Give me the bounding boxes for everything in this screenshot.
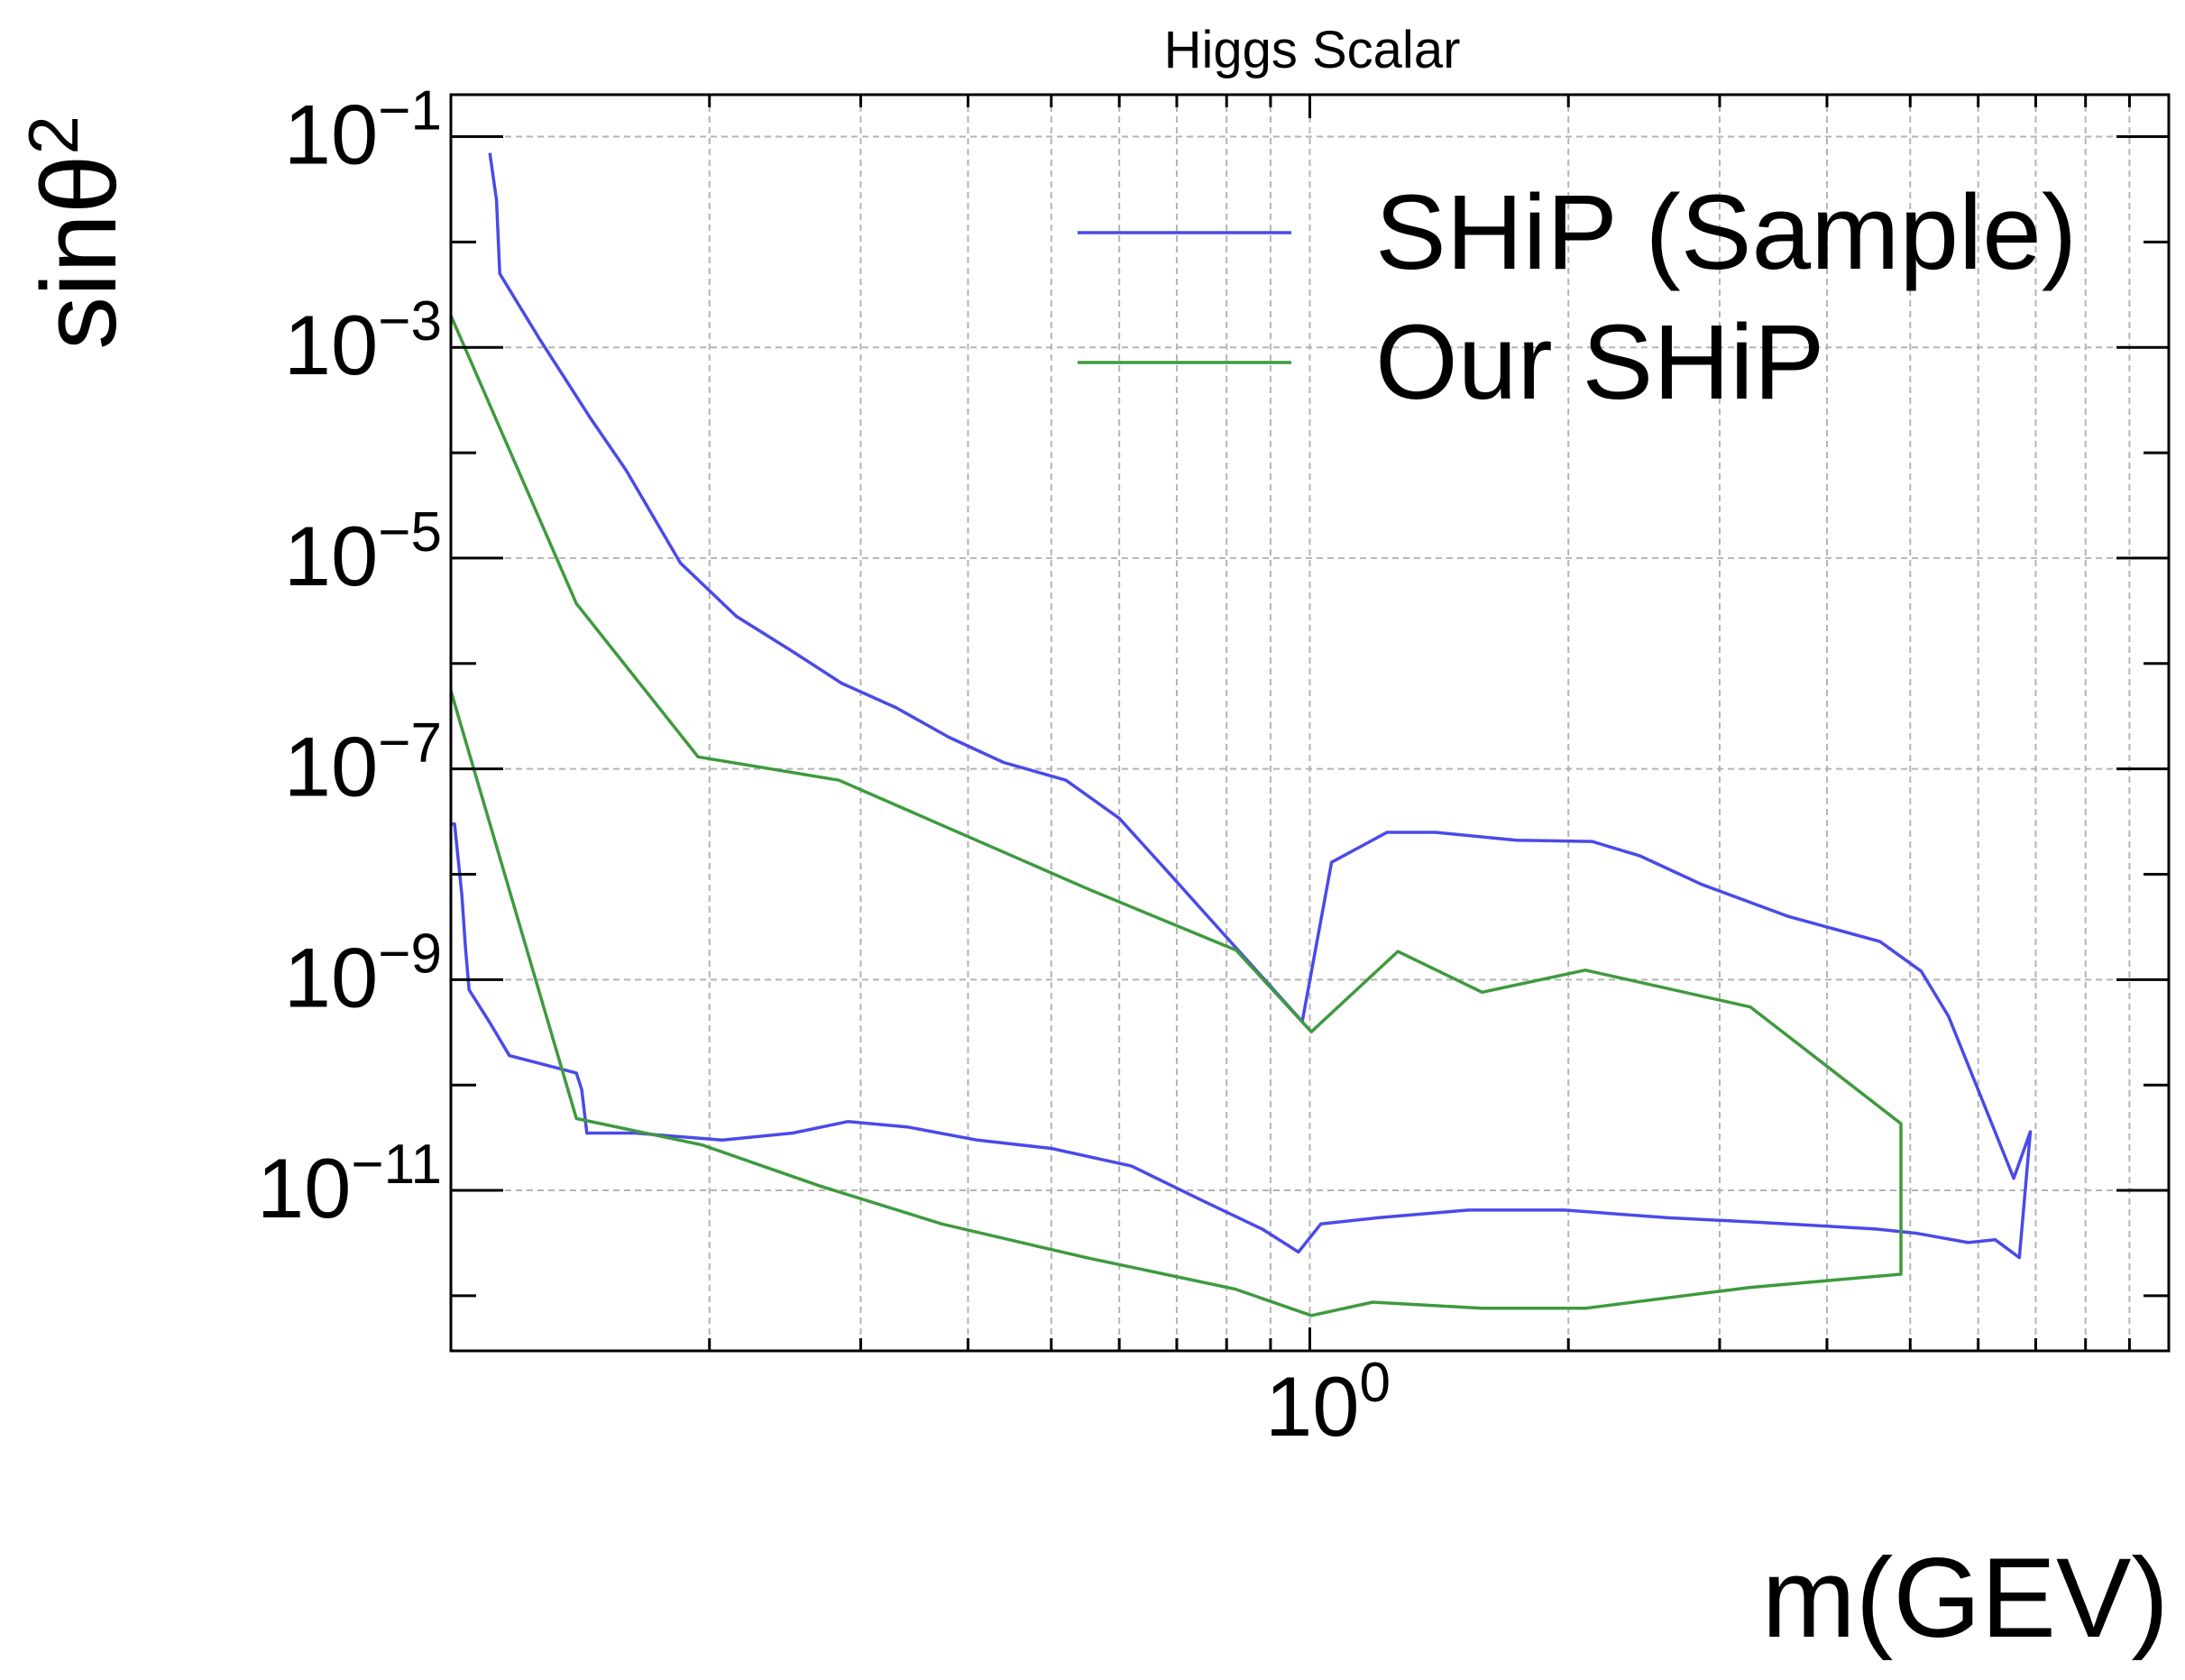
y-axis-label: sinθ2 — [14, 115, 139, 350]
series-layer — [449, 152, 2033, 1317]
y-axis-label-superscript: 2 — [14, 115, 93, 154]
series-line-our-ship — [449, 315, 1903, 1317]
y-tick-label-base: 10 — [284, 930, 379, 1024]
x-tick-label: 100 — [1265, 1352, 1391, 1454]
y-tick-label-exponent: −9 — [378, 923, 442, 985]
y-tick-label-exponent: −5 — [378, 501, 442, 564]
y-tick-label-base: 10 — [284, 87, 379, 182]
y-tick-label-base: 10 — [284, 509, 379, 603]
y-tick-label-exponent: −3 — [378, 290, 442, 353]
y-tick-label-base: 10 — [284, 298, 379, 392]
y-tick-label-base: 10 — [257, 1141, 352, 1235]
y-axis-label-base: sinθ — [20, 154, 139, 349]
y-tick-label: 10−9 — [284, 923, 442, 1024]
y-tick-label: 10−5 — [284, 501, 442, 603]
chart-title: Higgs Scalar — [1164, 21, 1461, 79]
x-tick-label-base: 10 — [1265, 1359, 1360, 1454]
axis-ticks — [449, 95, 2171, 1351]
y-tick-label-exponent: −11 — [351, 1134, 442, 1196]
y-tick-label: 10−11 — [257, 1134, 442, 1235]
y-tick-label-exponent: −1 — [378, 80, 442, 142]
y-tick-label: 10−3 — [284, 290, 442, 392]
legend: SHiP (Sample)Our SHiP — [1078, 173, 2077, 422]
y-tick-label: 10−7 — [284, 712, 442, 814]
y-tick-label: 10−1 — [284, 80, 442, 182]
x-axis-label: m(GEV) — [1762, 1536, 2169, 1661]
y-tick-label-exponent: −7 — [378, 712, 442, 775]
x-tick-label-exponent: 0 — [1360, 1352, 1391, 1414]
y-tick-label-base: 10 — [284, 720, 379, 814]
legend-label: SHiP (Sample) — [1375, 173, 2077, 292]
legend-label: Our SHiP — [1375, 303, 1824, 422]
